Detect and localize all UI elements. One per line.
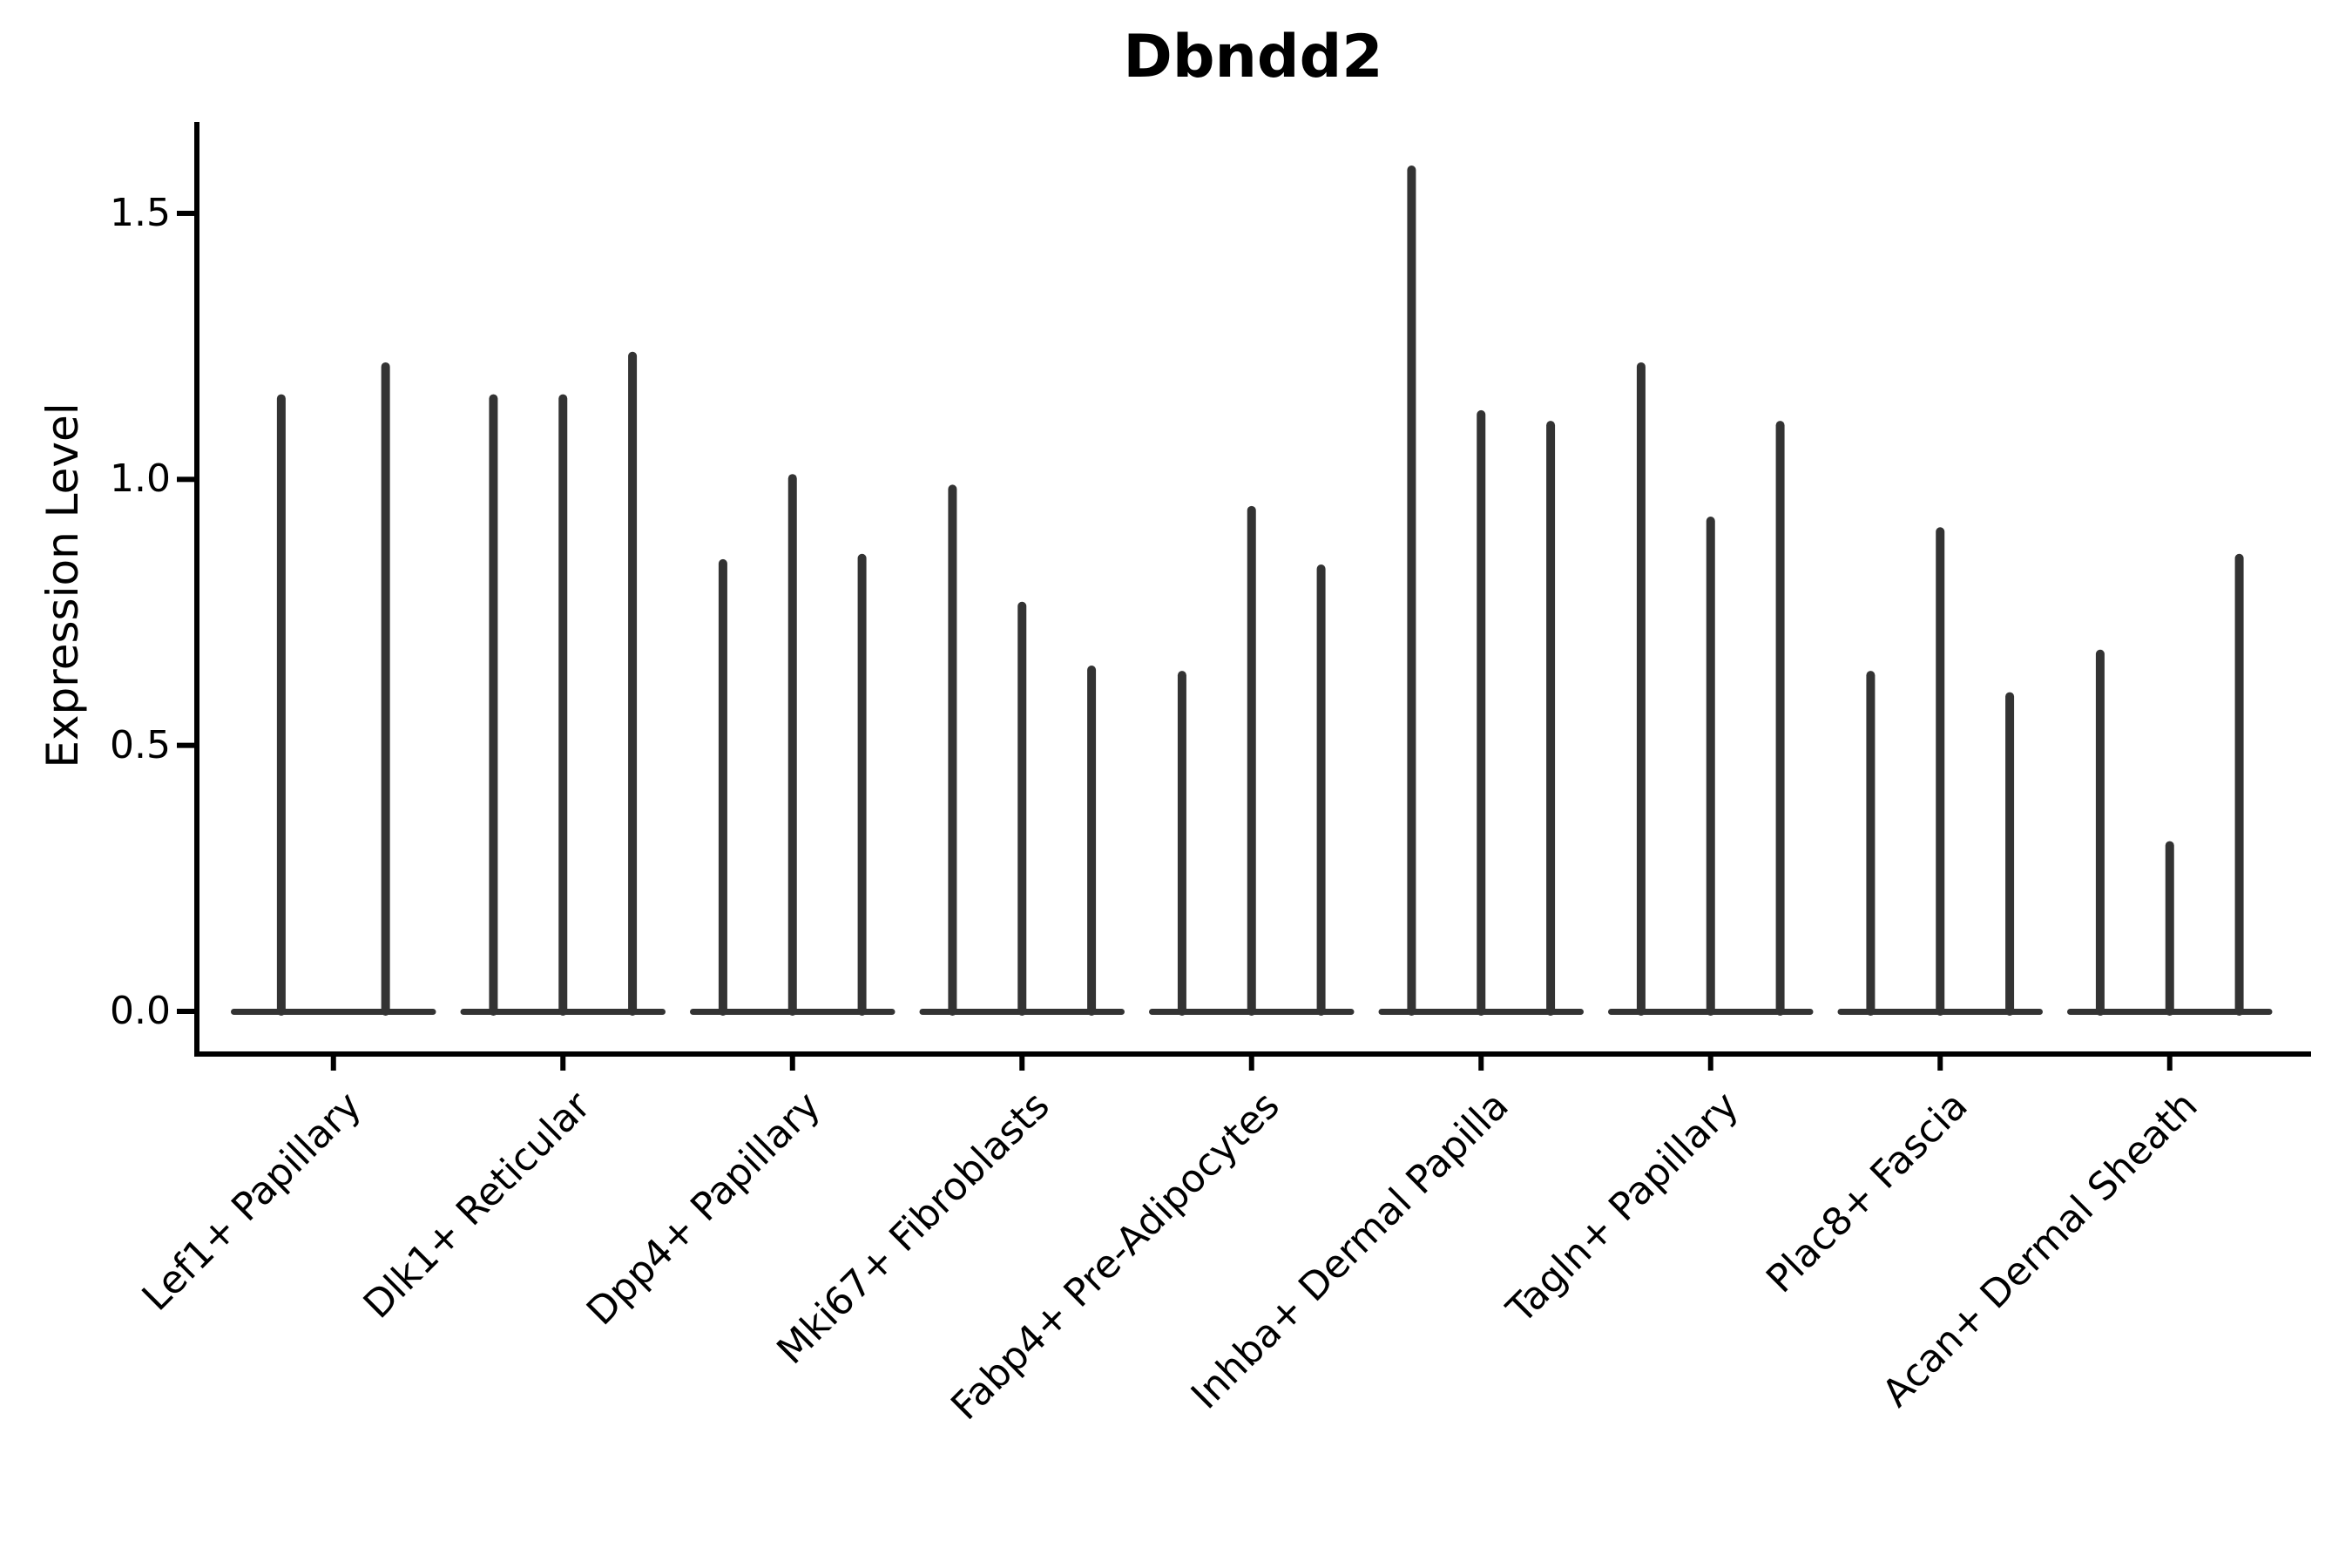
violin-spike [628, 351, 638, 1016]
violin-spike [2234, 553, 2244, 1016]
violin-spike [1936, 527, 1945, 1016]
bottom-spine [194, 1051, 2311, 1057]
x-tick [1248, 1057, 1254, 1071]
x-tick [1019, 1057, 1025, 1071]
left-spine [194, 122, 199, 1057]
violin-spike [2005, 692, 2015, 1016]
x-tick [1707, 1057, 1713, 1071]
violin-spike [489, 394, 498, 1016]
x-tick [1937, 1057, 1943, 1071]
y-tick [177, 1009, 194, 1014]
violin-spike [558, 394, 568, 1016]
x-tick [1478, 1057, 1484, 1071]
y-tick-label: 0.5 [110, 722, 171, 767]
x-tick [330, 1057, 336, 1071]
violin-spike [857, 553, 867, 1016]
y-tick-label: 1.5 [110, 190, 171, 235]
violin-spike [1177, 671, 1186, 1016]
violin-base [231, 1009, 436, 1015]
y-tick [177, 210, 194, 216]
violin-spike [1477, 409, 1486, 1016]
violin-spike [1706, 517, 1715, 1016]
violin-spike [1247, 505, 1256, 1016]
violin-spike [1087, 666, 1097, 1016]
violin-spike [718, 558, 727, 1016]
violin-spike [1636, 362, 1646, 1016]
y-tick [177, 742, 194, 748]
violin-spike [2165, 841, 2174, 1016]
violin-spike [381, 362, 390, 1016]
violin-spike [2095, 649, 2105, 1016]
x-tick [789, 1057, 795, 1071]
violin-spike [1407, 165, 1416, 1016]
chart-title: Dbndd2 [1123, 23, 1383, 91]
x-tick [2166, 1057, 2173, 1071]
violin-spike [276, 394, 286, 1016]
violin-spike [948, 484, 957, 1016]
violin-spike [1546, 421, 1556, 1016]
y-tick-label: 1.0 [110, 456, 171, 502]
x-tick [560, 1057, 566, 1071]
violin-spike [1866, 671, 1876, 1016]
y-tick [177, 476, 194, 483]
violin-spike [787, 474, 797, 1016]
violin-spike [1775, 421, 1785, 1016]
violin-spike [1017, 601, 1027, 1016]
violin-spike [1316, 564, 1326, 1016]
y-tick-label: 0.0 [110, 989, 171, 1033]
